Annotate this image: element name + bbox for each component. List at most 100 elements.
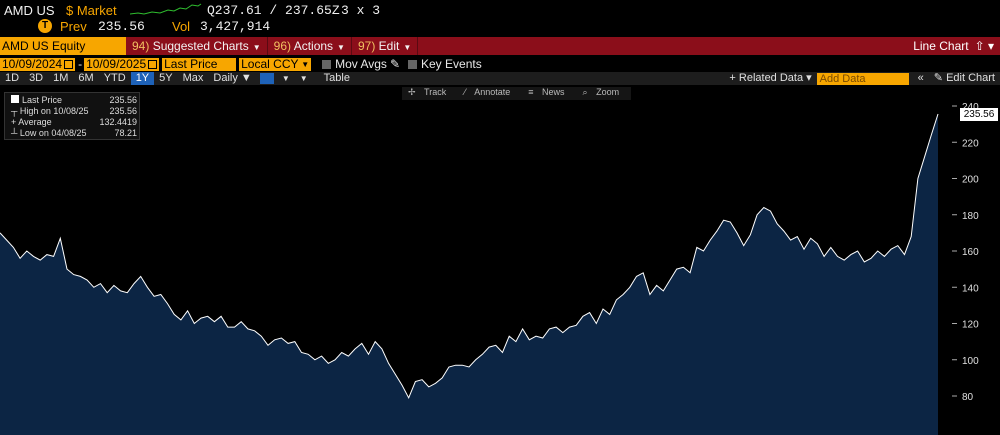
price-line <box>0 113 939 399</box>
price-chart[interactable]: 80 100 120 140 160 180 200 220 240 <box>0 86 1000 435</box>
range-bar: 1D 3D 1M 6M YTD 1Y 5Y Max Daily ▼ ▼ ▼ Ta… <box>0 72 1000 85</box>
chevron-down-icon[interactable]: ▼ <box>281 74 290 83</box>
zoom-tool[interactable]: ⌕ Zoom <box>577 87 632 100</box>
edit-chart-button[interactable]: ✎ Edit Chart <box>933 72 995 84</box>
options-bar: 10/09/2024 - 10/09/2025 Last Price Local… <box>0 56 482 71</box>
chevron-down-icon: ▼ <box>403 43 412 52</box>
end-date-field[interactable]: 10/09/2025 <box>84 56 160 71</box>
price-area <box>0 114 938 435</box>
related-data-button[interactable]: + Related Data ▾ <box>729 72 812 84</box>
line-chart-icon[interactable] <box>259 73 274 84</box>
low-marker-icon: ┴ <box>11 128 18 138</box>
ticker-symbol[interactable]: AMD US <box>4 3 55 18</box>
calendar-icon[interactable] <box>148 59 158 69</box>
vol-value: 3,427,914 <box>200 19 271 34</box>
range-5y[interactable]: 5Y <box>159 72 173 84</box>
legend-last-label: Last Price <box>22 95 63 105</box>
legend-average: + Average 132.4419 <box>11 117 137 127</box>
key-events-checkbox[interactable] <box>408 59 417 69</box>
bid-ask: Q237.61 / 237.65Z <box>207 3 340 18</box>
high-marker-icon: ┬ <box>11 106 18 116</box>
currency-selector[interactable]: Local CCY ▼ <box>239 57 312 71</box>
menu-number: 94) <box>132 39 150 53</box>
calendar-icon[interactable] <box>64 59 74 69</box>
legend-high-value: 235.56 <box>109 106 137 116</box>
range-3d[interactable]: 3D <box>29 72 44 84</box>
range-1y[interactable]: 1Y <box>130 72 155 85</box>
field-selector[interactable]: Last Price <box>162 57 237 71</box>
y-tick-label: 240 <box>962 102 979 113</box>
news-label: News <box>542 87 565 97</box>
table-button[interactable]: Table <box>323 72 350 84</box>
legend-last-price[interactable]: Last Price 235.56 <box>11 95 137 105</box>
y-tick-label: 140 <box>962 283 979 294</box>
average-marker-icon: + <box>11 117 17 127</box>
frequency-selector[interactable]: Daily ▼ <box>213 72 252 84</box>
quote-header: AMD US $ Market Q237.61 / 237.65Z 3 x 3 … <box>0 0 1000 36</box>
legend-average-value: 132.4419 <box>99 117 137 127</box>
range-6m[interactable]: 6M <box>78 72 94 84</box>
news-tool[interactable]: ≡ News <box>522 87 576 100</box>
y-tick-label: 160 <box>962 247 979 258</box>
track-tool[interactable]: ✢ Track <box>402 87 458 100</box>
y-tick-label: 180 <box>962 211 979 222</box>
menu-label: Edit <box>378 39 400 53</box>
start-date-field[interactable]: 10/09/2024 <box>0 56 76 71</box>
suggested-charts-menu[interactable]: 94) Suggested Charts ▼ <box>126 37 268 55</box>
add-data-input[interactable]: Add Data <box>816 72 909 85</box>
track-label: Track <box>424 87 447 97</box>
chart-type-label[interactable]: Line Chart <box>913 39 969 53</box>
export-icon[interactable]: ⇧ ▾ <box>974 39 994 53</box>
prev-label: Prev <box>60 19 87 34</box>
related-data-label: + Related Data <box>729 72 804 84</box>
chart-legend: Last Price 235.56 ┬ High on 10/08/25 235… <box>4 92 140 140</box>
vol-label: Vol <box>172 19 191 34</box>
y-tick-label: 80 <box>962 392 974 403</box>
function-toolbar: AMD US Equity 94) Suggested Charts ▼ 96) … <box>0 37 1000 55</box>
last-price-tag: 235.56 <box>960 108 998 121</box>
key-events-label[interactable]: Key Events <box>421 57 482 71</box>
annotate-label: Annotate <box>474 87 511 97</box>
range-1m[interactable]: 1M <box>53 72 69 84</box>
y-tick-label: 100 <box>962 356 979 367</box>
mov-avgs-checkbox[interactable] <box>322 59 332 69</box>
chevron-down-icon[interactable]: ▼ <box>299 74 308 83</box>
legend-low-value: 78.21 <box>114 128 137 138</box>
range-1d[interactable]: 1D <box>5 72 20 84</box>
frequency-value: Daily <box>213 72 238 84</box>
chevron-down-icon: ▼ <box>337 43 345 52</box>
chart-tools: ✢ Track ⁄ Annotate ≡ News ⌕ Zoom <box>402 87 632 100</box>
security-field[interactable]: AMD US Equity <box>0 37 126 55</box>
actions-menu[interactable]: 96) Actions ▼ <box>268 37 352 55</box>
exchange-icon: T <box>38 19 52 33</box>
legend-high: ┬ High on 10/08/25 235.56 <box>11 106 137 116</box>
range-max[interactable]: Max <box>182 72 204 84</box>
menu-label: Suggested Charts <box>152 39 249 53</box>
legend-high-label: High on 10/08/25 <box>19 106 89 116</box>
intraday-sparkline <box>130 3 202 15</box>
mov-avgs-label[interactable]: Mov Avgs <box>335 57 387 71</box>
pencil-icon[interactable]: ✎ <box>389 57 400 71</box>
chevron-down-icon: ▼ <box>252 43 261 52</box>
market-label: $ Market <box>66 3 117 18</box>
legend-last-value: 235.56 <box>109 95 137 105</box>
chevron-down-icon: ▼ <box>301 59 310 69</box>
bid-ask-size: 3 x 3 <box>341 3 381 18</box>
legend-average-label: Average <box>18 117 52 127</box>
end-date-value: 10/09/2025 <box>86 56 147 71</box>
edit-chart-label: Edit Chart <box>946 72 995 84</box>
y-tick-label: 220 <box>962 138 979 149</box>
annotate-tool[interactable]: ⁄ Annotate <box>458 87 522 100</box>
collapse-icon[interactable]: « <box>917 72 924 84</box>
chart-area[interactable]: 80 100 120 140 160 180 200 220 240 <box>0 86 1000 435</box>
prev-value: 235.56 <box>98 19 145 34</box>
zoom-label: Zoom <box>596 87 620 97</box>
range-ytd[interactable]: YTD <box>103 72 126 84</box>
start-date-value: 10/09/2024 <box>2 56 63 71</box>
menu-number: 96) <box>273 39 292 53</box>
legend-low: ┴ Low on 04/08/25 78.21 <box>11 128 137 138</box>
y-tick-label: 200 <box>962 175 979 186</box>
y-tick-label: 120 <box>962 320 979 331</box>
menu-number: 97) <box>357 39 376 53</box>
edit-menu[interactable]: 97) Edit ▼ <box>352 37 419 55</box>
